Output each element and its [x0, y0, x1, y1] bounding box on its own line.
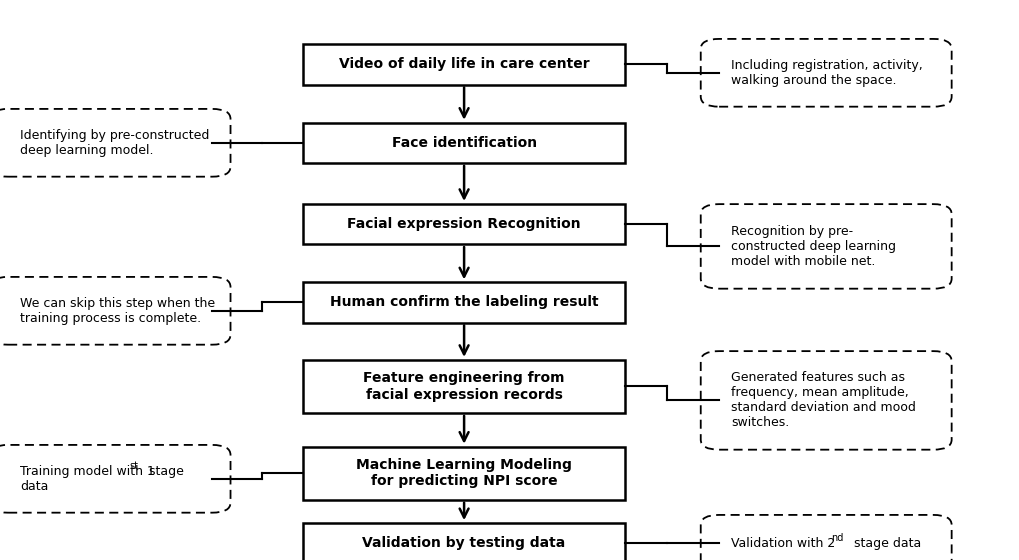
FancyBboxPatch shape [700, 351, 951, 450]
FancyBboxPatch shape [304, 360, 625, 413]
Text: Training model with 1: Training model with 1 [20, 465, 155, 478]
FancyBboxPatch shape [304, 123, 625, 163]
Text: Generated features such as
frequency, mean amplitude,
standard deviation and moo: Generated features such as frequency, me… [731, 371, 915, 430]
FancyBboxPatch shape [304, 44, 625, 85]
FancyBboxPatch shape [304, 204, 625, 244]
FancyBboxPatch shape [304, 447, 625, 500]
Text: nd: nd [830, 533, 843, 543]
Text: Including registration, activity,
walking around the space.: Including registration, activity, walkin… [731, 59, 922, 87]
FancyBboxPatch shape [700, 204, 951, 288]
Text: Face identification: Face identification [391, 136, 536, 150]
FancyBboxPatch shape [0, 277, 230, 345]
FancyBboxPatch shape [700, 39, 951, 106]
Text: Machine Learning Modeling
for predicting NPI score: Machine Learning Modeling for predicting… [356, 458, 572, 488]
Text: Facial expression Recognition: Facial expression Recognition [346, 217, 581, 231]
Text: Video of daily life in care center: Video of daily life in care center [338, 58, 589, 71]
Text: data: data [20, 479, 49, 493]
Text: stage data: stage data [849, 536, 920, 550]
Text: Recognition by pre-
constructed deep learning
model with mobile net.: Recognition by pre- constructed deep lea… [731, 225, 896, 268]
FancyBboxPatch shape [0, 109, 230, 177]
Text: Validation with 2: Validation with 2 [731, 536, 835, 550]
Text: Validation by testing data: Validation by testing data [362, 536, 566, 550]
FancyBboxPatch shape [304, 523, 625, 560]
FancyBboxPatch shape [700, 515, 951, 560]
Text: We can skip this step when the
training process is complete.: We can skip this step when the training … [20, 297, 215, 325]
Text: Human confirm the labeling result: Human confirm the labeling result [329, 296, 598, 309]
FancyBboxPatch shape [0, 445, 230, 513]
FancyBboxPatch shape [304, 282, 625, 323]
Text: stage: stage [145, 465, 183, 478]
Text: Identifying by pre-constructed
deep learning model.: Identifying by pre-constructed deep lear… [20, 129, 210, 157]
Text: Feature engineering from
facial expression records: Feature engineering from facial expressi… [363, 371, 565, 402]
Text: st: st [129, 461, 139, 471]
